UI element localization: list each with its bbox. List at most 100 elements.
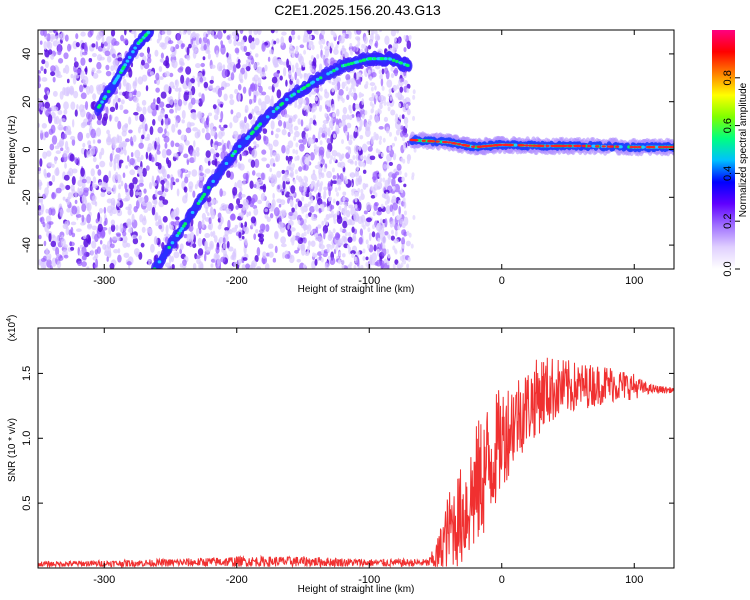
spectrogram-speckle — [314, 146, 318, 152]
ridge-peak — [637, 145, 642, 149]
spectrogram-speckle — [399, 218, 404, 225]
spectrogram-speckle — [38, 74, 41, 84]
spectrogram-speckle — [178, 91, 181, 100]
spectrogram-speckle — [165, 148, 172, 156]
spectrogram-speckle — [91, 240, 97, 249]
spectrogram-speckle — [339, 54, 343, 60]
spectrogram-speckle — [281, 31, 287, 36]
spectrogram-speckle — [46, 181, 50, 189]
spectrogram-speckle — [56, 74, 63, 79]
spectrogram-speckle — [350, 207, 357, 216]
spectrogram-speckle — [164, 262, 171, 268]
spectrogram-speckle — [248, 98, 253, 105]
spectrogram-speckle — [245, 263, 250, 269]
spectrogram-speckle — [79, 49, 84, 57]
spectrogram-speckle — [314, 258, 318, 266]
spectrogram-speckle — [125, 138, 130, 143]
spectrogram-speckle — [316, 54, 320, 60]
spectrogram-speckle — [215, 50, 219, 58]
spectrogram-speckle — [297, 200, 303, 208]
spectrogram-speckle — [196, 36, 199, 46]
spectrogram-speckle — [253, 83, 258, 92]
spectrogram-speckle — [192, 243, 197, 249]
spectrogram-speckle — [245, 122, 250, 130]
spectrogram-speckle — [264, 263, 270, 269]
spectrogram-speckle — [164, 233, 171, 238]
spectrogram-speckle — [93, 183, 98, 189]
spectrogram-speckle — [401, 237, 406, 246]
spectrogram-speckle — [253, 94, 257, 103]
spectrogram-speckle — [164, 128, 167, 135]
spectrogram-speckle — [64, 129, 71, 136]
spectrogram-speckle — [312, 119, 317, 125]
spectrogram-speckle — [40, 131, 44, 141]
spectrogram-speckle — [300, 60, 304, 66]
spectrogram-speckle — [154, 49, 159, 57]
spectrogram-speckle — [332, 112, 336, 118]
spectrogram-speckle — [277, 119, 283, 127]
spectrogram-speckle — [366, 217, 372, 223]
spectrogram-speckle — [378, 69, 382, 75]
spectrogram-speckle — [143, 62, 150, 69]
spectrogram-speckle — [94, 253, 99, 259]
spectrogram-speckle — [376, 35, 381, 41]
spectrogram-speckle — [157, 190, 163, 196]
spectrogram-speckle — [248, 87, 252, 97]
spectrogram-speckle — [325, 127, 329, 133]
ridge-core — [167, 245, 171, 250]
spectrogram-speckle — [354, 103, 360, 110]
spectrogram-speckle — [371, 231, 376, 238]
spectrogram-speckle — [306, 250, 310, 256]
spectrogram-speckle — [388, 234, 392, 240]
spectrogram-speckle — [155, 72, 160, 81]
spectrogram-speckle — [269, 167, 273, 173]
spectrogram-speckle — [60, 238, 66, 248]
spectrogram-speckle — [303, 49, 307, 55]
spectrogram-speckle — [299, 73, 303, 79]
ridge-peak — [650, 145, 656, 149]
spectrogram-speckle — [148, 259, 151, 266]
ridge-peak — [633, 145, 638, 149]
spectrogram-speckle — [128, 116, 132, 125]
x-tick-label: -100 — [358, 275, 380, 287]
spectrogram-speckle — [338, 251, 342, 257]
spectrogram-speckle — [386, 248, 390, 254]
spectrogram-speckle — [253, 30, 259, 35]
spectrogram-speckle — [96, 61, 102, 70]
spectrogram-speckle — [168, 95, 174, 106]
spectrogram-speckle — [319, 86, 323, 92]
spectrogram-speckle — [205, 206, 208, 214]
spectrogram-speckle — [186, 46, 190, 56]
spectrogram-speckle — [272, 139, 279, 147]
spectrogram-speckle — [294, 249, 299, 254]
spectrogram-speckle — [213, 114, 219, 121]
spectrogram-speckle — [220, 216, 224, 224]
spectrogram-speckle — [271, 38, 275, 48]
spectrogram-speckle — [139, 166, 143, 174]
spectrogram-speckle — [186, 159, 190, 166]
spectrogram-speckle — [188, 102, 192, 111]
spectrogram-speckle — [403, 132, 409, 138]
spectrogram-speckle — [106, 36, 112, 44]
spectrogram-y-axis-label: Frequency (Hz) — [7, 116, 18, 185]
spectrogram-speckle — [100, 147, 105, 156]
spectrogram-speckle — [273, 82, 279, 88]
spectrogram-speckle — [111, 206, 118, 215]
x-tick-label: -300 — [93, 275, 115, 287]
spectrogram-speckle — [57, 49, 62, 56]
spectrogram-speckle — [303, 187, 307, 193]
spectrogram-speckle — [316, 88, 319, 94]
spectrogram-speckle — [109, 152, 113, 163]
spectrogram-speckle — [190, 38, 194, 45]
spectrogram-speckle — [174, 216, 180, 221]
spectrogram-speckle — [109, 243, 115, 249]
ridge-peak — [414, 139, 419, 142]
spectrogram-speckle — [353, 130, 358, 139]
spectrogram-speckle — [71, 176, 76, 186]
spectrogram-speckle — [101, 36, 105, 45]
spectrogram-speckle — [214, 235, 218, 243]
spectrogram-speckle — [44, 131, 49, 138]
x-tick-label: 0 — [499, 574, 505, 586]
spectrogram-speckle — [408, 232, 412, 238]
ridge-core — [123, 63, 128, 67]
